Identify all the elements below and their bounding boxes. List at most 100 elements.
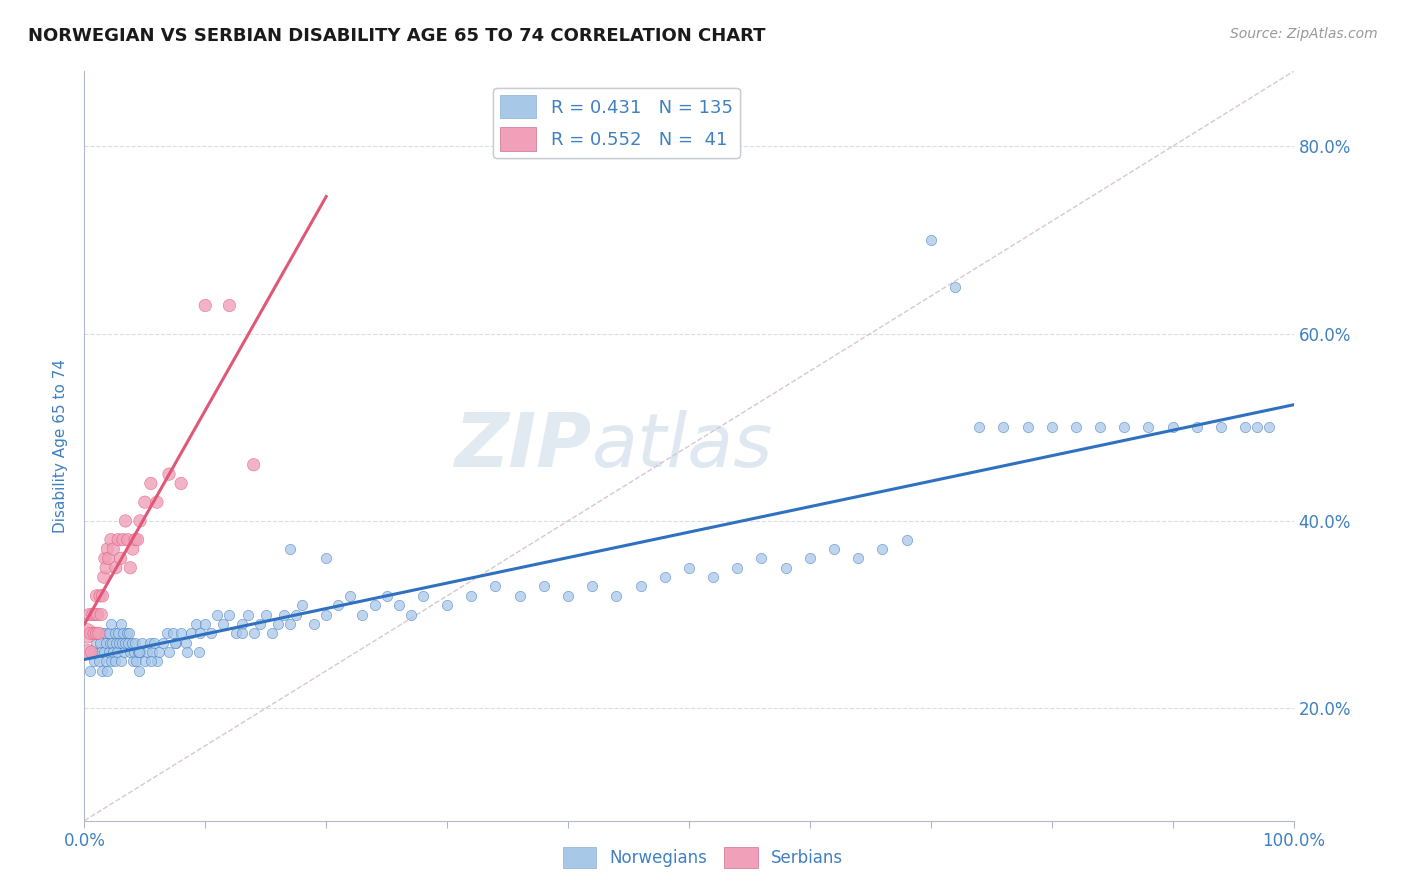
Point: [1209, 420, 1232, 434]
Point: [302, 617, 325, 632]
Point: [284, 607, 308, 622]
Point: [823, 542, 845, 557]
Point: [89, 635, 111, 649]
Point: [278, 617, 301, 632]
Point: [101, 635, 124, 649]
Point: [1161, 420, 1184, 434]
Point: [121, 542, 143, 557]
Point: [124, 635, 146, 649]
Point: [967, 420, 990, 434]
Point: [152, 635, 174, 649]
Point: [91, 626, 114, 640]
Point: [1234, 420, 1257, 434]
Point: [436, 599, 458, 613]
Point: [90, 607, 112, 622]
Point: [630, 580, 652, 594]
Point: [94, 551, 117, 566]
Text: atlas: atlas: [592, 410, 773, 482]
Point: [107, 533, 129, 547]
Point: [157, 645, 180, 659]
Point: [97, 626, 120, 640]
Point: [194, 298, 217, 313]
Point: [94, 655, 117, 669]
Point: [412, 589, 434, 603]
Text: Source: ZipAtlas.com: Source: ZipAtlas.com: [1230, 27, 1378, 41]
Point: [846, 551, 869, 566]
Point: [83, 655, 105, 669]
Point: [267, 617, 290, 632]
Point: [86, 626, 108, 640]
Point: [121, 655, 143, 669]
Point: [176, 645, 198, 659]
Point: [100, 617, 122, 632]
Point: [91, 589, 114, 603]
Point: [315, 551, 337, 566]
Point: [122, 645, 145, 659]
Point: [112, 645, 135, 659]
Point: [127, 533, 149, 547]
Point: [143, 635, 166, 649]
Point: [460, 589, 482, 603]
Point: [993, 420, 1015, 434]
Point: [77, 645, 100, 659]
Point: [117, 635, 139, 649]
Point: [104, 655, 127, 669]
Point: [339, 589, 361, 603]
Point: [242, 458, 264, 472]
Point: [533, 580, 555, 594]
Point: [104, 635, 127, 649]
Point: [117, 533, 139, 547]
Point: [157, 467, 180, 482]
Point: [103, 645, 125, 659]
Point: [278, 542, 301, 557]
Point: [775, 561, 797, 575]
Point: [174, 635, 197, 649]
Point: [77, 607, 100, 622]
Point: [114, 635, 136, 649]
Point: [190, 626, 212, 640]
Point: [94, 561, 117, 575]
Point: [363, 599, 385, 613]
Point: [581, 580, 603, 594]
Point: [115, 626, 138, 640]
Point: [90, 645, 112, 659]
Point: [89, 589, 111, 603]
Point: [260, 626, 283, 640]
Point: [399, 607, 422, 622]
Point: [231, 626, 253, 640]
Point: [114, 514, 136, 528]
Point: [86, 607, 108, 622]
Point: [254, 607, 277, 622]
Point: [896, 533, 918, 547]
Point: [134, 495, 156, 509]
Point: [83, 626, 105, 640]
Point: [110, 655, 132, 669]
Text: NORWEGIAN VS SERBIAN DISABILITY AGE 65 TO 74 CORRELATION CHART: NORWEGIAN VS SERBIAN DISABILITY AGE 65 T…: [28, 27, 766, 45]
Point: [128, 645, 150, 659]
Point: [725, 561, 748, 575]
Point: [120, 645, 142, 659]
Point: [86, 589, 108, 603]
Point: [212, 617, 235, 632]
Point: [124, 533, 146, 547]
Point: [93, 645, 115, 659]
Point: [79, 626, 101, 640]
Point: [129, 514, 152, 528]
Point: [1258, 420, 1281, 434]
Point: [231, 617, 253, 632]
Point: [236, 607, 259, 622]
Point: [1064, 420, 1087, 434]
Point: [799, 551, 821, 566]
Point: [97, 551, 120, 566]
Point: [125, 655, 148, 669]
Point: [82, 645, 104, 659]
Point: [141, 645, 163, 659]
Point: [98, 635, 121, 649]
Point: [108, 635, 131, 649]
Point: [225, 626, 247, 640]
Legend: R = 0.431   N = 135, R = 0.552   N =  41: R = 0.431 N = 135, R = 0.552 N = 41: [494, 88, 740, 158]
Point: [94, 635, 117, 649]
Point: [146, 495, 169, 509]
Point: [155, 626, 177, 640]
Point: [112, 533, 135, 547]
